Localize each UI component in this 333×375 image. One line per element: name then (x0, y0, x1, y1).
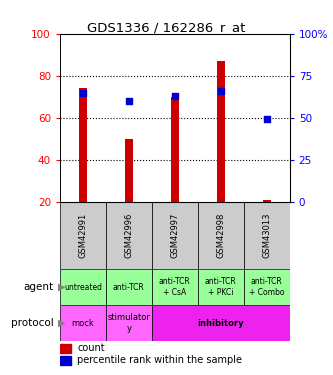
Bar (106, 305, 152, 341)
Bar (217, 61, 225, 202)
Text: GSM43013: GSM43013 (262, 213, 271, 258)
Text: count: count (77, 344, 105, 353)
Bar (106, 269, 152, 305)
Bar (152, 269, 198, 305)
Bar (198, 202, 244, 269)
Bar (60, 269, 106, 305)
Text: anti-TCR
+ CsA: anti-TCR + CsA (159, 278, 191, 297)
Bar (198, 269, 244, 305)
Bar (60, 202, 106, 269)
Text: GDS1336 / 162286_r_at: GDS1336 / 162286_r_at (87, 21, 246, 34)
Point (126, 98, 132, 104)
Point (264, 117, 269, 123)
Bar (60, 305, 106, 341)
Bar (79, 88, 87, 202)
Text: anti-TCR
+ Combo: anti-TCR + Combo (249, 278, 284, 297)
Text: ▶: ▶ (58, 318, 66, 328)
Text: GSM42991: GSM42991 (78, 213, 88, 258)
Bar (244, 269, 290, 305)
Text: agent: agent (23, 282, 53, 292)
Text: GSM42998: GSM42998 (216, 213, 225, 258)
Bar (152, 305, 290, 341)
Text: mock: mock (72, 319, 94, 328)
Text: untreated: untreated (64, 283, 102, 292)
Bar (244, 202, 290, 269)
Text: anti-TCR: anti-TCR (113, 283, 145, 292)
Text: GSM42996: GSM42996 (124, 213, 134, 258)
Text: ▶: ▶ (58, 282, 66, 292)
Bar (125, 139, 133, 202)
Text: anti-TCR
+ PKCi: anti-TCR + PKCi (205, 278, 237, 297)
Bar (263, 200, 271, 202)
Point (218, 88, 223, 94)
Text: inhibitory: inhibitory (197, 319, 244, 328)
Bar (106, 202, 152, 269)
Point (80, 90, 86, 96)
Text: percentile rank within the sample: percentile rank within the sample (77, 355, 242, 365)
Text: GSM42997: GSM42997 (170, 213, 179, 258)
Point (172, 93, 177, 99)
Bar (171, 97, 179, 202)
Bar (60, 356, 71, 365)
Bar (152, 202, 198, 269)
Text: protocol: protocol (11, 318, 53, 328)
Text: stimulator
y: stimulator y (108, 314, 150, 333)
Bar (60, 344, 71, 353)
